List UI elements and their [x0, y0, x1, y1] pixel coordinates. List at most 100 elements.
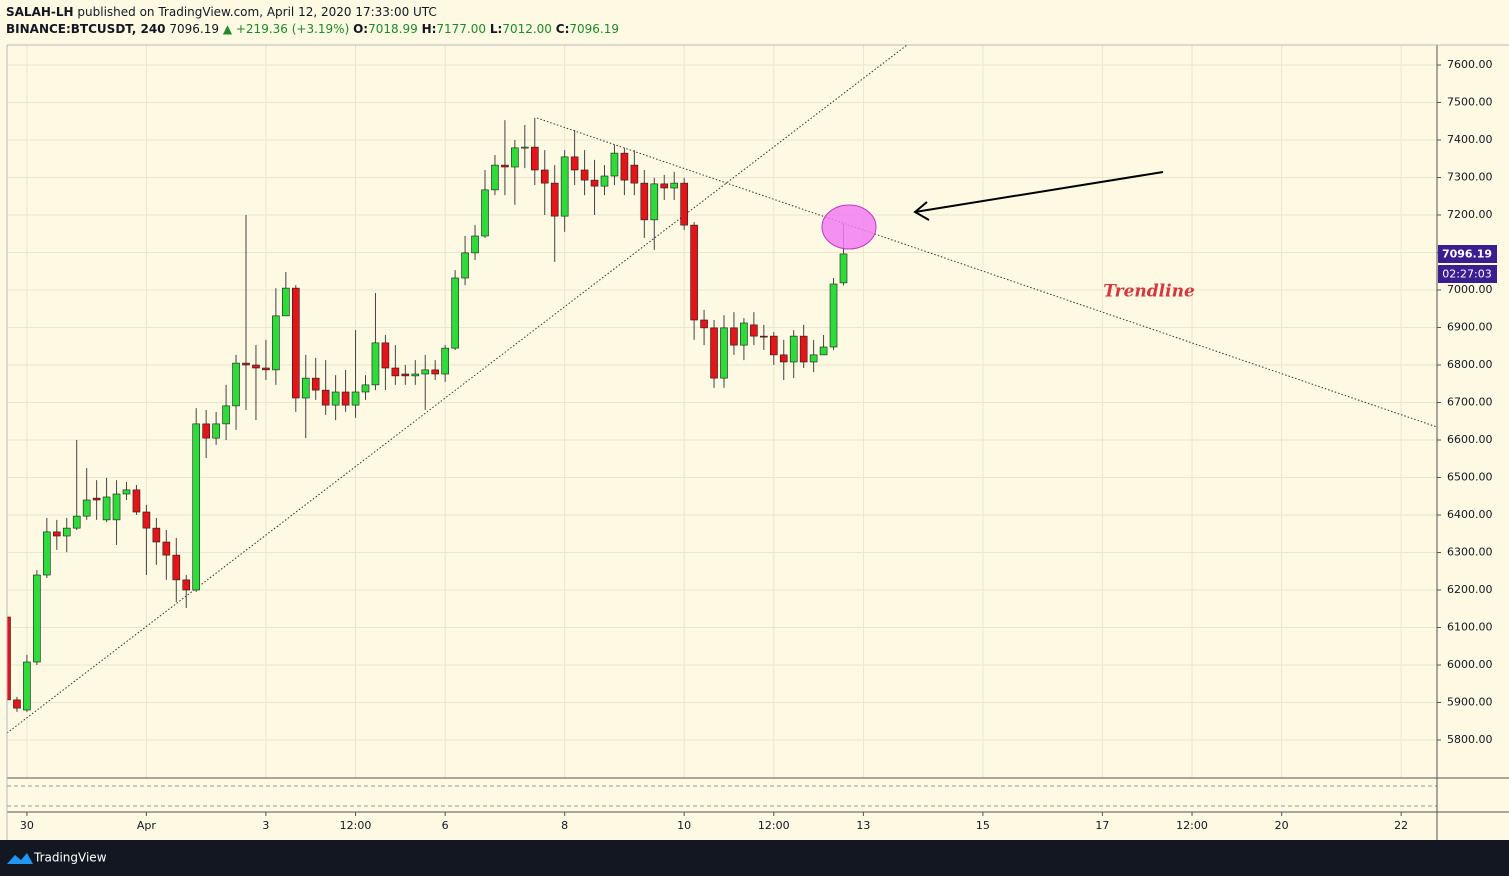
candle-body: [570, 156, 579, 171]
candle-body: [481, 189, 489, 237]
h-label: H:: [422, 22, 437, 36]
candle-body: [630, 164, 639, 184]
candle-body: [232, 362, 240, 407]
candles: [7, 117, 848, 712]
x-tick-label: 22: [1394, 819, 1408, 832]
l-label: L:: [490, 22, 502, 36]
y-tick-label: 5800.00: [1447, 733, 1493, 746]
candle-body: [361, 384, 370, 393]
candle-body: [550, 182, 559, 217]
x-tick-label: 13: [856, 819, 870, 832]
y-tick-label: 7300.00: [1447, 170, 1493, 183]
candle-body: [710, 327, 718, 379]
candle-body: [799, 335, 808, 363]
y-tick-label: 6000.00: [1447, 658, 1493, 671]
candle-body: [411, 373, 420, 377]
candle-body: [152, 527, 161, 543]
candle-body: [242, 362, 250, 366]
candle-body: [43, 531, 51, 576]
candle-body: [530, 146, 539, 171]
x-tick-label: 12:00: [758, 819, 790, 832]
published: published on TradingView.com, April 12, …: [77, 5, 436, 19]
y-tick-label: 5900.00: [1447, 696, 1493, 709]
candle-body: [112, 493, 121, 521]
y-tick-label: 7600.00: [1447, 58, 1493, 71]
candle-body: [72, 515, 81, 529]
candle-body: [560, 156, 569, 217]
drawings: [6, 44, 1438, 734]
candle-body: [839, 253, 848, 284]
candle-body: [222, 405, 230, 425]
y-tick-label: 6200.00: [1447, 583, 1493, 596]
o-value: 7018.99: [368, 22, 418, 36]
candle-body: [491, 164, 499, 191]
candle-body: [779, 354, 788, 363]
candle-body: [521, 146, 529, 149]
candle-body: [351, 391, 360, 406]
candle-body: [371, 342, 380, 386]
l-value: 7012.00: [502, 22, 552, 36]
annotation-text: Trendline: [1103, 282, 1195, 302]
candle-body: [122, 489, 131, 495]
candle-body: [650, 183, 659, 221]
y-tick-label: 7000.00: [1447, 283, 1493, 296]
candle-body: [301, 377, 310, 399]
change: ▲ +219.36 (+3.19%): [223, 22, 349, 36]
candle-body: [720, 327, 728, 379]
arrow-shaft: [914, 171, 1164, 213]
y-tick-label: 6800.00: [1447, 358, 1493, 371]
c-label: C:: [556, 22, 570, 36]
candle-body: [580, 169, 589, 181]
candle-body: [321, 389, 330, 406]
candle-body: [540, 169, 549, 184]
x-tick-label: 12:00: [340, 819, 372, 832]
candle-body: [750, 324, 758, 337]
symbol: BINANCE:BTCUSDT, 240: [6, 22, 166, 36]
publish-line: SALAH-LH published on TradingView.com, A…: [6, 5, 437, 19]
candle-body: [819, 346, 828, 356]
candle-body: [142, 511, 151, 529]
y-tick-label: 6700.00: [1447, 395, 1493, 408]
candle-body: [331, 391, 340, 406]
candle-body: [441, 347, 449, 375]
candle-body: [421, 369, 430, 375]
y-tick-label: 6400.00: [1447, 508, 1493, 521]
x-tick-label: 30: [20, 819, 34, 832]
candle-body: [640, 182, 649, 221]
highlight-ellipse: [821, 204, 877, 250]
candle-body: [262, 367, 270, 371]
candle-body: [760, 335, 768, 338]
candle-body: [282, 287, 290, 317]
arrow-head: [913, 201, 930, 221]
last: 7096.19: [169, 22, 219, 36]
candle-body: [391, 367, 400, 377]
candle-body: [700, 319, 708, 329]
candle-body: [272, 315, 280, 371]
candle-body: [52, 531, 61, 537]
candle-body: [192, 423, 201, 591]
candle-body: [102, 496, 111, 521]
x-tick-label: Apr: [137, 819, 157, 832]
candle-body: [23, 661, 31, 711]
logo-text[interactable]: TradingView: [33, 851, 107, 865]
trendline-down: [536, 117, 1438, 428]
candle-body: [730, 327, 738, 346]
price-label: 7096.19: [1442, 248, 1492, 261]
x-tick-label: 3: [262, 819, 269, 832]
candle-body: [311, 377, 320, 391]
y-tick-label: 7200.00: [1447, 208, 1493, 221]
candle-body: [511, 147, 519, 168]
countdown: 02:27:03: [1442, 268, 1491, 281]
x-tick-label: 12:00: [1176, 819, 1208, 832]
y-tick-label: 7400.00: [1447, 133, 1493, 146]
candle-body: [162, 541, 171, 556]
candle-body: [690, 224, 698, 321]
y-tick-label: 6300.00: [1447, 546, 1493, 559]
candle-body: [740, 322, 748, 346]
price-label-box: [1438, 245, 1497, 263]
countdown-box: [1438, 265, 1497, 283]
candle-body: [431, 369, 440, 375]
candle-body: [7, 616, 11, 701]
